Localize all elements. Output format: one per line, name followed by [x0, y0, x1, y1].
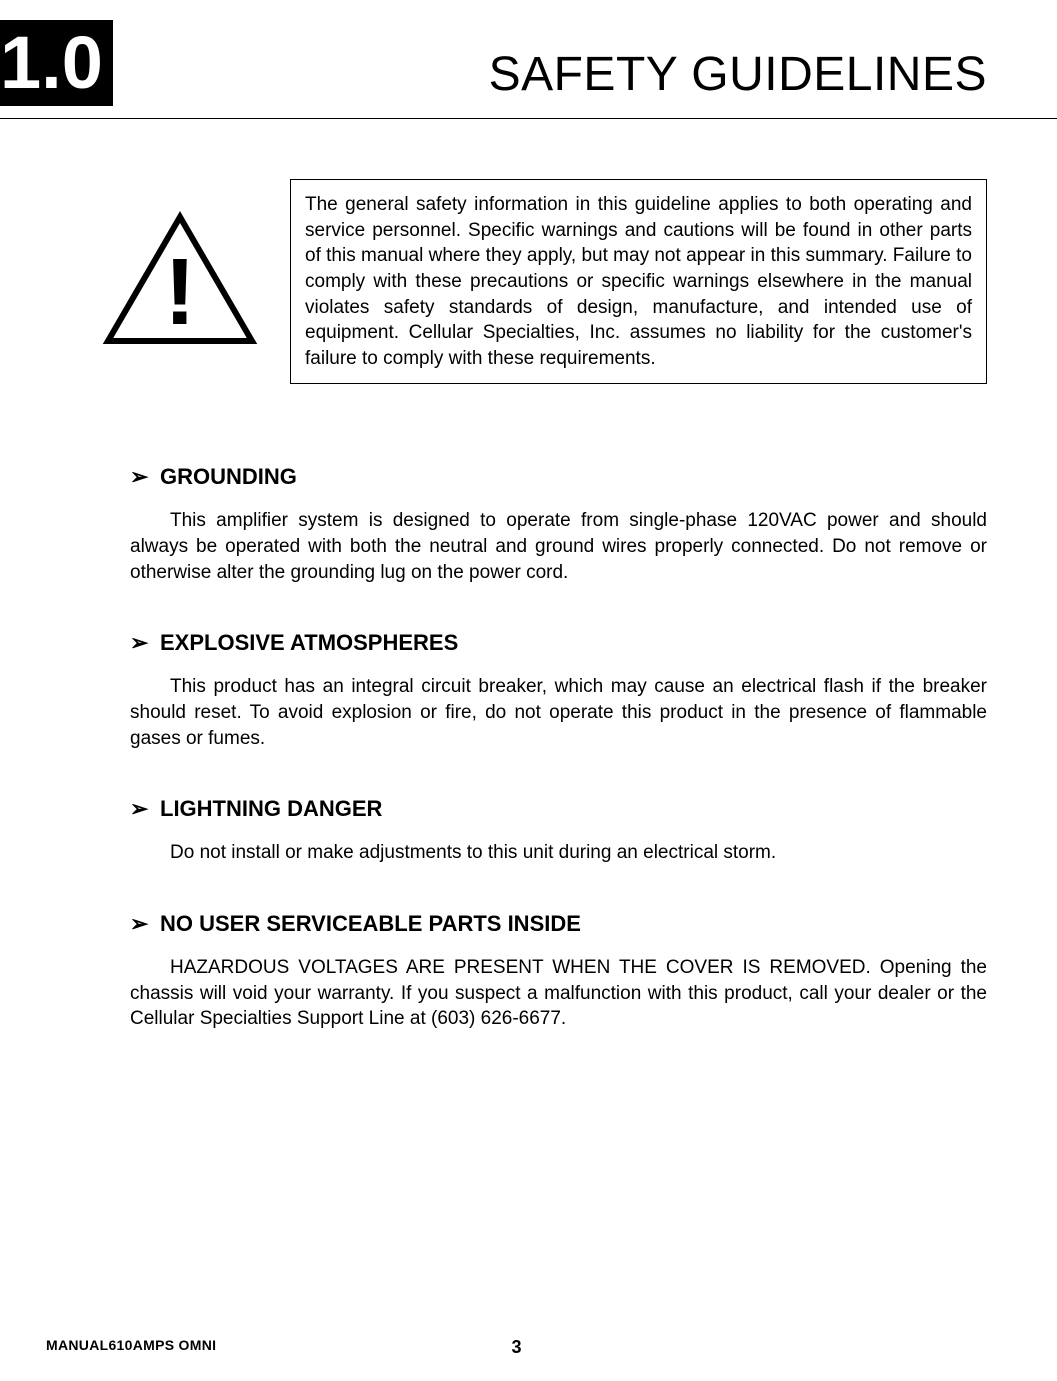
section-heading: ➢ EXPLOSIVE ATMOSPHERES — [130, 630, 987, 656]
page-title: SAFETY GUIDELINES — [489, 47, 987, 102]
footer-manual-id: MANUAL610AMPS OMNI — [46, 1337, 216, 1353]
section-heading-text: NO USER SERVICEABLE PARTS INSIDE — [160, 911, 581, 937]
intro-row: ! The general safety information in this… — [70, 179, 987, 384]
section-body: HAZARDOUS VOLTAGES ARE PRESENT WHEN THE … — [130, 955, 987, 1032]
intro-text-box: The general safety information in this g… — [290, 179, 987, 384]
bullet-icon: ➢ — [130, 798, 150, 820]
section-body: Do not install or make adjustments to th… — [130, 840, 987, 866]
bullet-icon: ➢ — [130, 632, 150, 654]
warning-triangle-icon: ! — [100, 209, 260, 354]
section-heading: ➢ GROUNDING — [130, 464, 987, 490]
section-lightning-danger: ➢ LIGHTNING DANGER Do not install or mak… — [130, 796, 987, 866]
section-heading-text: GROUNDING — [160, 464, 297, 490]
section-heading: ➢ LIGHTNING DANGER — [130, 796, 987, 822]
footer-page-number: 3 — [511, 1337, 521, 1358]
section-heading-text: LIGHTNING DANGER — [160, 796, 382, 822]
content-area: ➢ GROUNDING This amplifier system is des… — [70, 464, 987, 1031]
section-no-user-serviceable: ➢ NO USER SERVICEABLE PARTS INSIDE HAZAR… — [130, 911, 987, 1032]
section-heading-text: EXPLOSIVE ATMOSPHERES — [160, 630, 458, 656]
section-explosive-atmospheres: ➢ EXPLOSIVE ATMOSPHERES This product has… — [130, 630, 987, 751]
header-divider — [0, 118, 1057, 119]
document-page: 1.0 SAFETY GUIDELINES ! The general safe… — [0, 0, 1057, 1381]
section-grounding: ➢ GROUNDING This amplifier system is des… — [130, 464, 987, 585]
page-footer: MANUAL610AMPS OMNI 3 — [46, 1337, 987, 1353]
bullet-icon: ➢ — [130, 913, 150, 935]
section-body: This product has an integral circuit bre… — [130, 674, 987, 751]
section-number-badge: 1.0 — [0, 20, 113, 106]
header-row: 1.0 SAFETY GUIDELINES — [70, 20, 987, 106]
section-heading: ➢ NO USER SERVICEABLE PARTS INSIDE — [130, 911, 987, 937]
bullet-icon: ➢ — [130, 466, 150, 488]
section-body: This amplifier system is designed to ope… — [130, 508, 987, 585]
svg-text:!: ! — [164, 239, 196, 345]
